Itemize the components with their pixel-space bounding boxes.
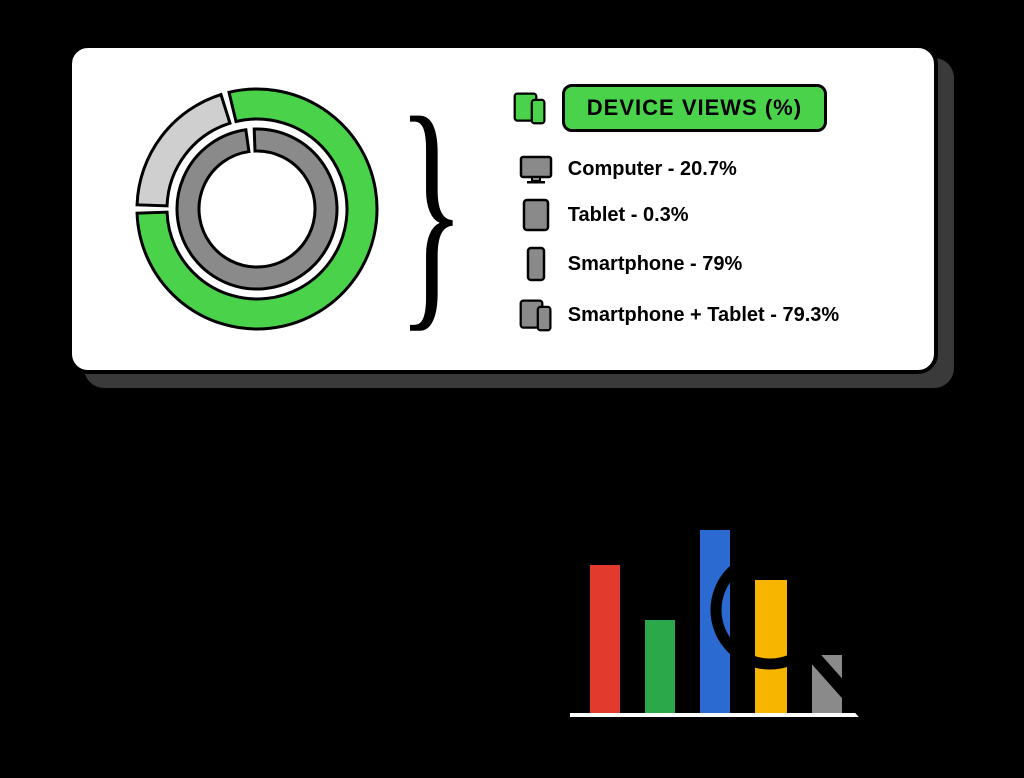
tablet-phone-icon <box>512 89 548 127</box>
tablet-phone-icon <box>518 296 554 334</box>
legend-label: Smartphone + Tablet - 79.3% <box>568 304 839 327</box>
legend-block: DEVICE VIEWS (%) Computer - 20.7% Tablet… <box>512 84 839 334</box>
legend-item: Smartphone - 79% <box>518 246 839 282</box>
device-views-card: } DEVICE VIEWS (%) Computer - 20.7% Tabl… <box>68 44 938 374</box>
legend-label: Tablet - 0.3% <box>568 204 689 227</box>
legend-item: Computer - 20.7% <box>518 154 839 184</box>
legend-item: Tablet - 0.3% <box>518 198 839 232</box>
donut-chart <box>127 79 387 339</box>
legend-item: Smartphone + Tablet - 79.3% <box>518 296 839 334</box>
computer-icon <box>518 154 554 184</box>
bar-chart-magnifier <box>560 500 900 740</box>
legend-label: Computer - 20.7% <box>568 158 737 181</box>
legend-list: Computer - 20.7% Tablet - 0.3% Smartphon… <box>512 154 839 334</box>
brace-glyph: } <box>397 79 466 339</box>
legend-label: Smartphone - 79% <box>568 253 742 276</box>
title-pill: DEVICE VIEWS (%) <box>562 84 827 132</box>
title-row: DEVICE VIEWS (%) <box>512 84 839 132</box>
phone-icon <box>518 246 554 282</box>
tablet-icon <box>518 198 554 232</box>
